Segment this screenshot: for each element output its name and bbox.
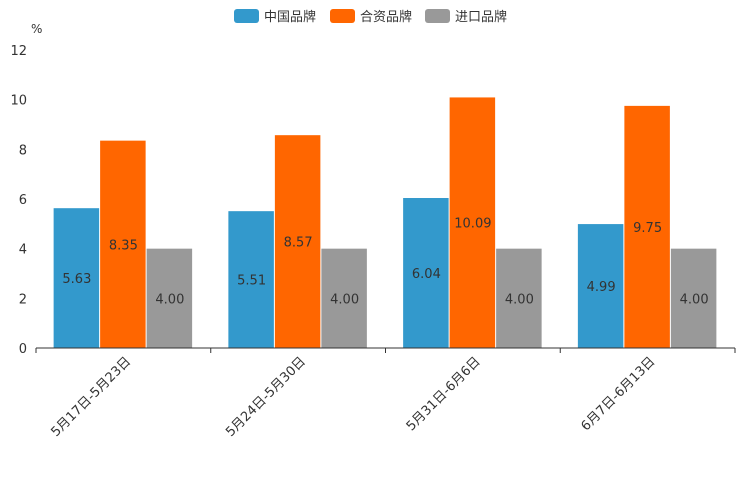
bar-joint-2 (274, 135, 321, 348)
y-tick-label: 2 (19, 292, 27, 307)
y-tick-label: 12 (10, 44, 27, 59)
x-category-label: 6月7日-6月13日 (579, 354, 659, 434)
bar-value-label: 8.35 (109, 238, 138, 253)
legend: 中国品牌 合资品牌 进口品牌 (234, 9, 507, 25)
x-category-label: 5月24日-5月30日 (223, 354, 309, 440)
bar-value-label: 4.99 (587, 280, 616, 295)
y-tick-label: 0 (19, 342, 27, 357)
bar-joint-1 (100, 140, 146, 348)
bar-joint-3 (449, 97, 496, 348)
x-axis: 5月17日-5月23日 5月24日-5月30日 5月31日-6月6日 6月7日-6月1… (35, 347, 736, 440)
bar-value-label: 5.63 (62, 272, 91, 287)
y-tick-label: 4 (19, 243, 27, 258)
x-category-label: 5月31日-6月6日 (404, 354, 484, 434)
legend-swatch[interactable] (425, 9, 450, 23)
bar-joint-4 (624, 105, 670, 348)
y-tick-label: 10 (10, 94, 27, 109)
y-tick-label: 8 (19, 143, 27, 158)
y-axis-ticks: 0 2 4 6 8 10 12 (10, 44, 27, 357)
legend-label[interactable]: 进口品牌 (455, 9, 507, 25)
legend-swatch[interactable] (234, 9, 259, 23)
x-category-label: 5月17日-5月23日 (48, 354, 134, 440)
bar-china-3 (403, 198, 449, 348)
bar-value-label: 4.00 (505, 292, 534, 307)
y-tick-label: 6 (19, 193, 27, 208)
bar-value-label: 4.00 (155, 292, 184, 307)
bar-value-label: 4.00 (330, 292, 359, 307)
bar-value-label: 8.57 (284, 236, 313, 251)
bar-value-label: 10.09 (454, 217, 491, 232)
value-labels: 5.63 8.35 4.00 5.51 8.57 4.00 6.04 10.09 4.00 4.9… (62, 217, 708, 308)
bar-value-label: 6.04 (412, 267, 441, 282)
bar-import-3 (496, 248, 542, 348)
bar-value-label: 5.51 (237, 274, 266, 289)
bar-value-label: 9.75 (633, 221, 662, 236)
y-axis-unit-label: % (31, 22, 42, 36)
bars (53, 97, 717, 348)
bar-china-1 (53, 208, 100, 348)
legend-swatch[interactable] (330, 9, 355, 23)
bar-china-4 (577, 224, 624, 348)
bar-import-4 (670, 248, 717, 348)
bar-import-1 (146, 248, 193, 348)
bar-value-label: 4.00 (680, 292, 709, 307)
bar-china-2 (228, 211, 274, 348)
legend-label[interactable]: 合资品牌 (360, 9, 412, 25)
legend-label[interactable]: 中国品牌 (264, 9, 316, 25)
bar-import-2 (321, 248, 367, 348)
